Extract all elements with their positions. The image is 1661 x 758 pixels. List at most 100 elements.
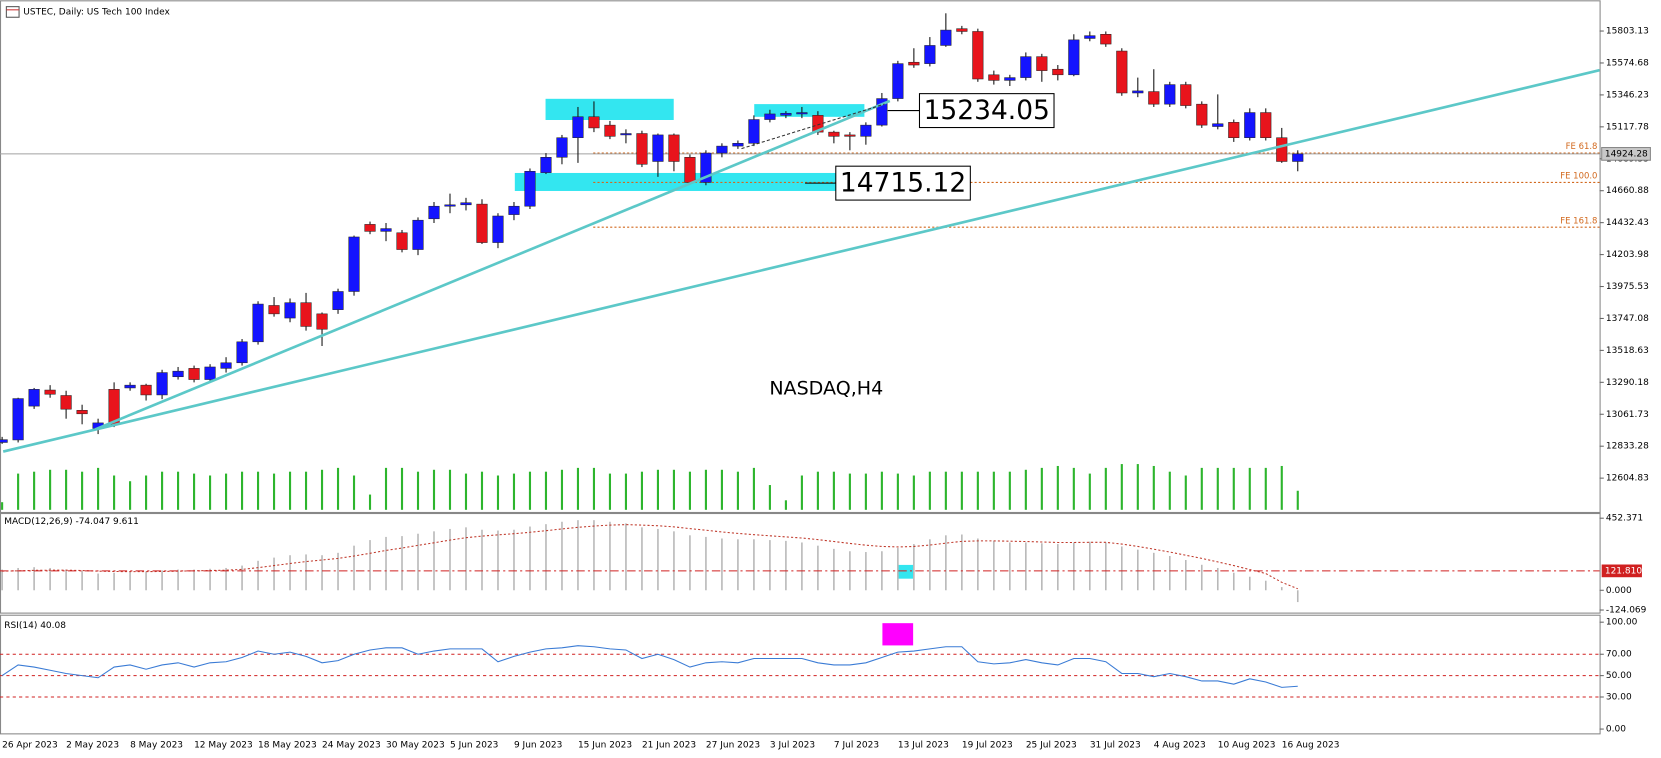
macd-bar bbox=[1009, 542, 1011, 591]
macd-bar bbox=[257, 560, 259, 591]
price-box bbox=[835, 165, 971, 201]
candle-body bbox=[1196, 103, 1208, 126]
volume-bar bbox=[384, 467, 388, 510]
volume-bar bbox=[1072, 467, 1075, 510]
volume-bar bbox=[49, 469, 52, 510]
macd-bar bbox=[193, 569, 195, 591]
candle-body bbox=[684, 157, 696, 183]
macd-bar bbox=[1089, 541, 1091, 591]
macd-bar bbox=[657, 528, 659, 591]
candle-body bbox=[412, 219, 424, 250]
y-tick-label: 13747.08 bbox=[1606, 314, 1649, 324]
candle-body bbox=[1276, 137, 1288, 162]
candle-body bbox=[604, 124, 616, 137]
candle-body bbox=[1260, 112, 1272, 138]
volume-bar bbox=[704, 469, 707, 510]
volume-bar bbox=[400, 467, 404, 510]
last-price-box bbox=[1601, 147, 1651, 161]
volume-bar bbox=[209, 475, 212, 510]
macd-title: MACD(12,26,9) -74.047 9.611 bbox=[4, 517, 139, 527]
volume-bar bbox=[864, 473, 867, 510]
y-tick-label: 15117.78 bbox=[1606, 122, 1649, 132]
volume-bar bbox=[1120, 464, 1123, 510]
candle-body bbox=[716, 145, 728, 154]
price-label: 14715.12 bbox=[840, 168, 966, 199]
volume-bar bbox=[928, 471, 931, 510]
x-tick-label: 9 Jun 2023 bbox=[514, 740, 562, 750]
candle-body bbox=[940, 29, 952, 46]
volume-bar bbox=[1024, 469, 1027, 510]
macd-bar bbox=[1169, 556, 1171, 591]
candle-body bbox=[380, 228, 392, 232]
macd-bar bbox=[289, 555, 291, 591]
volume-bar bbox=[816, 471, 819, 510]
macd-bar bbox=[1232, 572, 1235, 591]
candle-body bbox=[988, 74, 1000, 81]
candle-body bbox=[1116, 50, 1128, 94]
volume-bar bbox=[672, 469, 675, 510]
volume-bar bbox=[81, 471, 84, 510]
y-tick-label: 100.00 bbox=[1606, 618, 1638, 628]
volume-bar bbox=[33, 471, 36, 510]
y-tick-label: 13518.63 bbox=[1606, 346, 1649, 356]
x-tick-label: 4 Aug 2023 bbox=[1154, 740, 1206, 750]
y-tick-label: 30.00 bbox=[1606, 692, 1632, 702]
volume-bar bbox=[640, 471, 644, 510]
x-tick-label: 27 Jun 2023 bbox=[706, 740, 760, 750]
candle-body bbox=[492, 215, 504, 243]
y-tick-label: 15574.68 bbox=[1606, 58, 1649, 68]
macd-pane bbox=[0, 513, 1601, 614]
main-pane bbox=[0, 0, 1601, 514]
candle-body bbox=[44, 389, 56, 395]
y-tick-label: 13975.53 bbox=[1606, 282, 1649, 292]
volume-bar bbox=[224, 473, 228, 510]
candle-body bbox=[1036, 56, 1048, 71]
macd-bar bbox=[353, 545, 355, 591]
candle-body bbox=[428, 205, 440, 220]
volume-bar bbox=[256, 471, 260, 510]
macd-bar bbox=[113, 572, 115, 591]
x-tick-label: 12 May 2023 bbox=[194, 740, 253, 750]
volume-bar bbox=[17, 473, 20, 510]
y-tick-label: 14660.88 bbox=[1606, 186, 1649, 196]
level-box bbox=[1601, 564, 1642, 578]
candle-body bbox=[652, 134, 664, 162]
volume-bar bbox=[272, 473, 276, 510]
volume-bar bbox=[528, 471, 532, 510]
icon bbox=[5, 6, 20, 18]
y-tick-label: 15803.13 bbox=[1606, 27, 1649, 37]
macd-bar bbox=[481, 529, 483, 591]
macd-bar bbox=[273, 557, 275, 591]
candle-body bbox=[556, 137, 568, 158]
macd-bar bbox=[177, 569, 179, 591]
fib-label: FE 161.8 bbox=[1560, 215, 1597, 225]
volume-bar bbox=[768, 485, 771, 510]
volume-bar bbox=[1232, 467, 1235, 510]
candle-body bbox=[316, 313, 328, 330]
x-tick-label: 24 May 2023 bbox=[322, 740, 381, 750]
macd-bar bbox=[625, 523, 627, 591]
macd-bar bbox=[417, 533, 419, 591]
candle-body bbox=[780, 112, 792, 116]
macd-bar bbox=[385, 536, 387, 591]
volume-bar bbox=[1296, 490, 1299, 510]
volume-bar bbox=[624, 473, 628, 510]
macd-bar bbox=[305, 554, 307, 591]
macd-bar bbox=[81, 571, 83, 591]
candle-body bbox=[1148, 91, 1160, 105]
volume-bar bbox=[1088, 473, 1091, 510]
macd-bar bbox=[561, 521, 563, 591]
volume-bar bbox=[752, 467, 755, 510]
x-tick-label: 5 Jun 2023 bbox=[450, 740, 498, 750]
volume-bar bbox=[560, 469, 564, 510]
macd-bar bbox=[1200, 564, 1203, 591]
candle-body bbox=[1132, 90, 1144, 94]
candle-body bbox=[252, 303, 264, 343]
macd-bar bbox=[1121, 546, 1123, 591]
last-price-label: 14924.28 bbox=[1605, 149, 1648, 159]
volume-bar bbox=[784, 500, 787, 510]
candle-body bbox=[60, 395, 72, 410]
volume-bar bbox=[1008, 471, 1011, 510]
